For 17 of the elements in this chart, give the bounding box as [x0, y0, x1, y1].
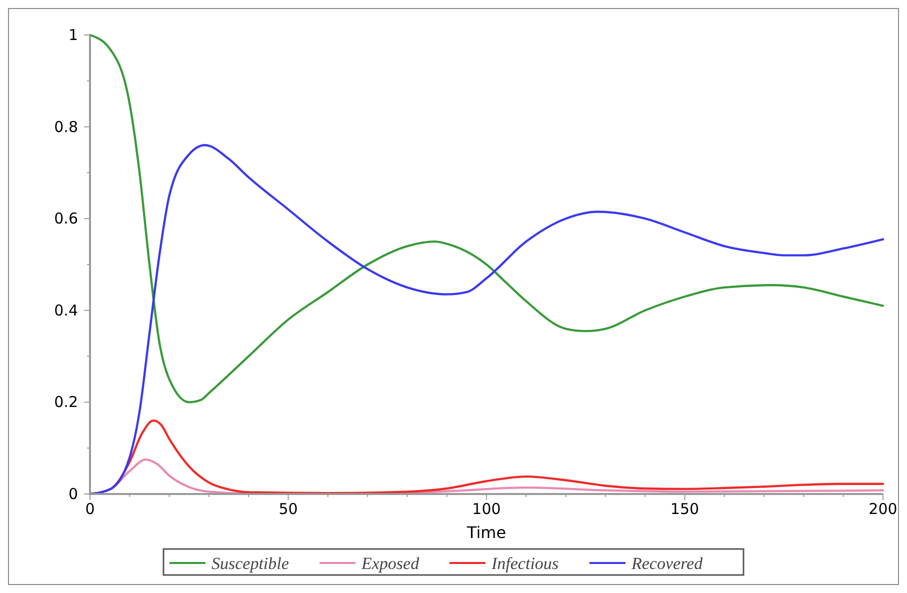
y-tick-label: 1: [68, 26, 78, 44]
x-tick-label: 200: [868, 500, 898, 518]
y-tick-label: 0.8: [54, 118, 78, 136]
line-series: [88, 34, 884, 404]
x-tick-label: 50: [278, 500, 298, 518]
legend-label: Recovered: [630, 554, 704, 573]
legend-label: Infectious: [490, 554, 559, 573]
x-tick-label: 100: [472, 500, 501, 518]
y-tick-label: 0.4: [54, 301, 78, 320]
legend-label: Susceptible: [212, 554, 290, 573]
x-tick-label: 0: [85, 500, 95, 518]
x-axis-title: Time: [466, 523, 506, 542]
legend-label: Exposed: [360, 554, 420, 573]
x-tick-label: 150: [670, 500, 700, 518]
y-tick-label: 0.6: [54, 210, 78, 228]
y-tick-label: 0.2: [54, 393, 78, 412]
y-tick-label: 0: [68, 485, 78, 503]
